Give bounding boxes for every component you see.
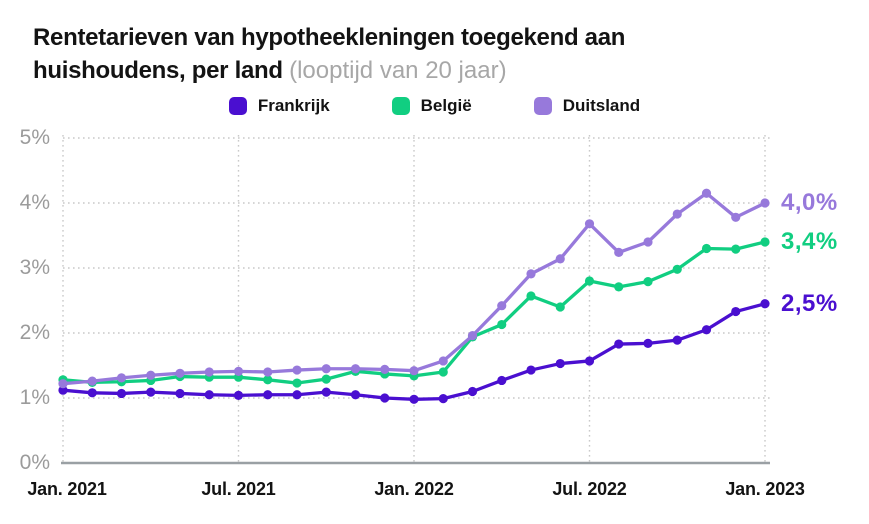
data-point-frankrijk	[614, 339, 624, 349]
data-point-duitsland	[175, 368, 185, 378]
data-point-duitsland	[146, 370, 156, 380]
data-point-duitsland	[204, 367, 214, 377]
data-point-frankrijk	[350, 390, 361, 400]
x-tick-label: Jan. 2021	[27, 479, 107, 499]
data-point-duitsland	[526, 269, 536, 279]
data-point-frankrijk	[175, 388, 185, 399]
data-point-frankrijk	[438, 394, 448, 404]
series-end-value-label: 4,0%	[781, 189, 838, 216]
data-point-duitsland	[87, 376, 97, 386]
data-point-frankrijk	[292, 390, 302, 400]
chart-title: Rentetarieven van hypotheekleningen toeg…	[33, 21, 843, 87]
data-point-belgië	[555, 302, 565, 312]
data-point-belgië	[292, 378, 302, 388]
legend-item-belgië: België	[391, 96, 472, 116]
data-point-frankrijk	[87, 388, 97, 398]
data-point-frankrijk	[409, 394, 419, 404]
data-point-frankrijk	[643, 338, 653, 348]
data-point-belgië	[614, 282, 624, 292]
data-point-frankrijk	[555, 358, 565, 369]
legend-swatch-icon	[391, 97, 410, 115]
y-tick-label: 0%	[19, 451, 50, 474]
data-point-duitsland	[321, 364, 331, 374]
data-point-frankrijk	[526, 365, 536, 375]
data-point-duitsland	[672, 209, 682, 219]
data-point-belgië	[701, 243, 712, 254]
data-point-frankrijk	[321, 387, 331, 397]
data-point-duitsland	[643, 237, 653, 247]
data-point-belgië	[731, 244, 741, 254]
series-end-value-label: 2,5%	[781, 289, 838, 317]
x-tick-label: Jan. 2023	[725, 479, 805, 499]
data-point-duitsland	[614, 247, 624, 257]
data-point-frankrijk	[146, 387, 156, 397]
data-point-duitsland	[233, 366, 244, 376]
chart-subtitle: (looptijd van 20 jaar)	[289, 57, 507, 84]
data-point-frankrijk	[731, 306, 741, 317]
data-point-belgië	[526, 291, 536, 301]
data-point-duitsland	[350, 364, 361, 374]
data-point-duitsland	[555, 254, 565, 264]
data-point-frankrijk	[233, 390, 244, 400]
data-point-belgië	[321, 374, 331, 384]
y-tick-label: 5%	[19, 126, 50, 149]
data-point-duitsland	[584, 219, 595, 229]
data-point-frankrijk	[58, 385, 68, 395]
data-point-duitsland	[497, 301, 507, 311]
data-point-frankrijk	[701, 325, 712, 335]
data-point-duitsland	[760, 198, 770, 208]
x-tick-label: Jul. 2021	[201, 479, 276, 499]
data-point-frankrijk	[672, 335, 682, 345]
data-point-belgië	[263, 375, 273, 385]
data-point-duitsland	[409, 366, 419, 376]
data-point-frankrijk	[263, 390, 273, 400]
legend-label: Duitsland	[562, 96, 641, 115]
data-point-frankrijk	[380, 393, 390, 403]
data-point-duitsland	[731, 212, 741, 222]
legend-label: Frankrijk	[257, 96, 330, 115]
y-tick-label: 4%	[19, 191, 50, 214]
x-tick-label: Jul. 2022	[552, 479, 627, 499]
series-line-belgië	[62, 240, 766, 385]
data-point-frankrijk	[204, 390, 214, 400]
y-tick-label: 3%	[19, 256, 50, 279]
data-point-duitsland	[263, 367, 273, 377]
data-point-belgië	[438, 367, 448, 377]
data-point-belgië	[643, 277, 653, 287]
data-point-belgië	[672, 264, 682, 274]
data-point-frankrijk	[116, 388, 127, 399]
chart-legend: Frankrijk België Duitsland	[0, 96, 869, 116]
x-tick-label: Jan. 2022	[374, 479, 454, 499]
title-line1: Rentetarieven van hypotheekleningen toeg…	[33, 24, 626, 51]
data-point-belgië	[497, 319, 507, 330]
data-point-frankrijk	[584, 356, 595, 366]
data-point-belgië	[584, 276, 595, 286]
data-point-frankrijk	[760, 299, 770, 309]
data-point-duitsland	[116, 373, 127, 383]
legend-item-frankrijk: Frankrijk	[228, 96, 330, 116]
data-point-belgië	[760, 237, 770, 247]
legend-swatch-icon	[533, 97, 552, 115]
series-end-value-label: 3,4%	[781, 228, 838, 255]
legend-item-duitsland: Duitsland	[533, 96, 641, 116]
data-point-duitsland	[380, 364, 390, 374]
data-point-duitsland	[701, 188, 712, 198]
data-point-duitsland	[467, 331, 478, 341]
title-line2: huishoudens, per land	[33, 57, 283, 84]
data-point-frankrijk	[497, 375, 507, 386]
y-tick-label: 1%	[19, 386, 50, 409]
data-point-frankrijk	[467, 386, 478, 397]
y-tick-label: 2%	[19, 321, 50, 344]
legend-swatch-icon	[228, 97, 247, 115]
data-point-duitsland	[438, 356, 448, 366]
legend-label: België	[420, 96, 472, 115]
data-point-duitsland	[58, 379, 68, 389]
data-point-duitsland	[292, 365, 302, 375]
